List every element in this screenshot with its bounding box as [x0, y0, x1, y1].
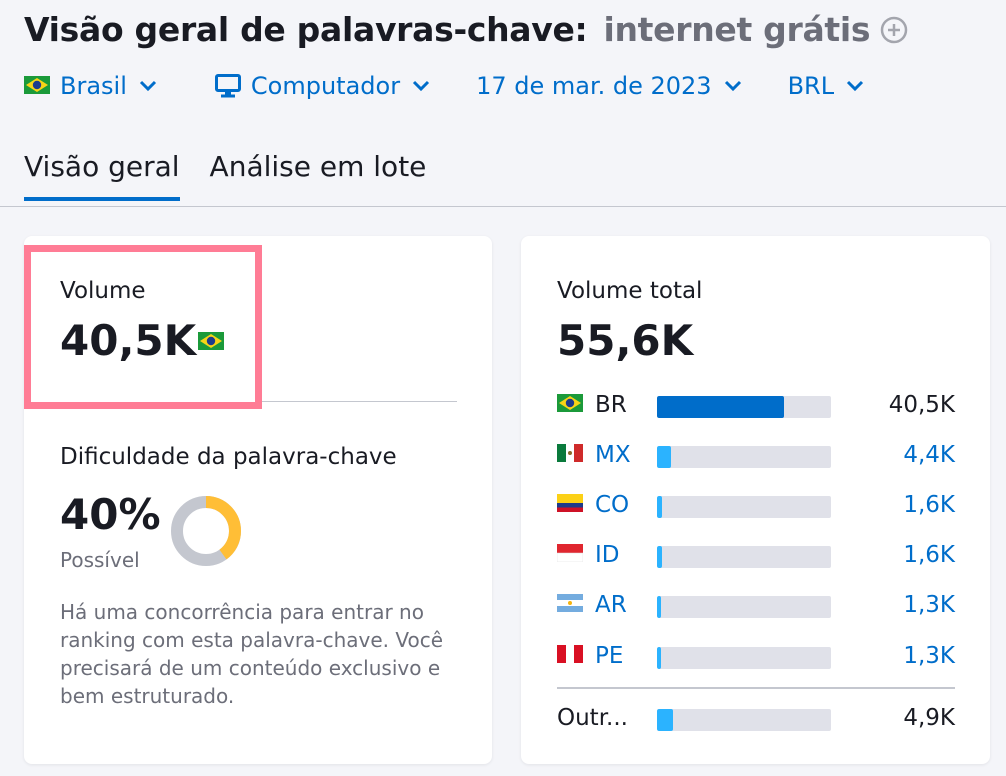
country-volume[interactable]: 1,6K: [903, 542, 955, 568]
volume-bar-fill: [657, 446, 671, 468]
volume-bar-fill: [657, 709, 673, 731]
page-header: Visão geral de palavras-chave: internet …: [24, 10, 908, 49]
total-volume-label: Volume total: [557, 278, 703, 304]
country-row-pe[interactable]: PE 1,3K: [557, 643, 955, 673]
volume-bar: [657, 647, 831, 669]
chevron-down-icon: [846, 80, 864, 92]
total-volume-value: 55,6K: [557, 316, 694, 365]
tab-batch-analysis[interactable]: Análise em lote: [209, 150, 427, 183]
country-code[interactable]: MX: [595, 442, 631, 468]
country-code: BR: [595, 392, 627, 418]
volume-bar-fill: [657, 596, 662, 618]
brazil-flag-icon: [557, 394, 583, 416]
difficulty-description: Há uma concorrência para entrar no ranki…: [60, 600, 444, 708]
country-volume[interactable]: 4,4K: [903, 442, 955, 468]
country-row-id[interactable]: ID 1,6K: [556, 542, 955, 572]
currency-label: BRL: [787, 72, 835, 100]
device-label: Computador: [250, 72, 401, 100]
date-label: 17 de mar. de 2023: [476, 72, 712, 100]
other-volume: 4,9K: [903, 705, 955, 731]
difficulty-text: Possível: [60, 548, 140, 572]
country-volume[interactable]: 1,3K: [903, 592, 955, 618]
chevron-down-icon: [139, 80, 157, 92]
mexico-flag-icon: [557, 444, 583, 466]
country-code[interactable]: CO: [595, 492, 630, 518]
volume-bar-fill: [657, 396, 785, 418]
volume-bar: [657, 596, 831, 618]
volume-bar: [657, 546, 831, 568]
brazil-flag-icon: [24, 72, 50, 100]
volume-bar: [657, 446, 831, 468]
colombia-flag-icon: [557, 494, 583, 516]
filter-bar: Brasil Computador 17 de mar. de 2023 BRL: [24, 72, 864, 100]
country-row-br: BR 40,5K: [557, 392, 955, 422]
volume-bar-fill: [657, 496, 663, 518]
desktop-icon: [214, 74, 241, 98]
country-row-mx[interactable]: MX 4,4K: [557, 442, 955, 472]
chevron-down-icon: [724, 80, 742, 92]
currency-dropdown[interactable]: BRL: [788, 72, 865, 100]
peru-flag-icon: [557, 645, 583, 667]
country-volume[interactable]: 1,6K: [903, 492, 955, 518]
country-row-other: Outr... 4,9K: [557, 705, 955, 735]
volume-label: Volume: [60, 278, 146, 304]
country-row-co[interactable]: CO 1,6K: [557, 492, 955, 522]
device-dropdown[interactable]: Computador: [214, 72, 430, 100]
keyword-title: internet grátis: [603, 10, 871, 49]
other-label: Outr...: [557, 705, 628, 731]
indonesia-flag-icon: [556, 544, 584, 566]
add-circle-icon[interactable]: [880, 16, 908, 44]
country-volume[interactable]: 1,3K: [903, 643, 955, 669]
volume-value: 40,5K: [60, 316, 197, 365]
volume-bar-fill: [657, 546, 663, 568]
volume-bar: [657, 709, 831, 731]
difficulty-value: 40%: [60, 490, 161, 539]
card-divider: [262, 401, 457, 402]
volume-bar: [657, 396, 831, 418]
difficulty-label: Dificuldade da palavra-chave: [60, 444, 397, 470]
country-row-ar[interactable]: AR 1,3K: [557, 592, 955, 622]
brazil-flag-icon: [198, 332, 224, 354]
date-dropdown[interactable]: 17 de mar. de 2023: [476, 72, 742, 100]
page-title: Visão geral de palavras-chave:: [24, 10, 588, 49]
difficulty-donut-chart: [171, 496, 241, 566]
country-code[interactable]: PE: [595, 643, 624, 669]
country-code[interactable]: ID: [595, 542, 620, 568]
volume-bar: [657, 496, 831, 518]
tab-divider: [0, 206, 1006, 207]
country-dropdown[interactable]: Brasil: [24, 72, 157, 100]
rows-separator: [557, 687, 955, 689]
chevron-down-icon: [412, 80, 430, 92]
country-volume: 40,5K: [888, 392, 955, 418]
country-label: Brasil: [60, 72, 127, 100]
donut-fill: [171, 496, 241, 566]
argentina-flag-icon: [557, 594, 583, 616]
tab-overview[interactable]: Visão geral: [24, 150, 180, 201]
country-code[interactable]: AR: [595, 592, 627, 618]
volume-bar-fill: [657, 647, 662, 669]
tab-bar: Visão geral Análise em lote: [24, 150, 456, 201]
